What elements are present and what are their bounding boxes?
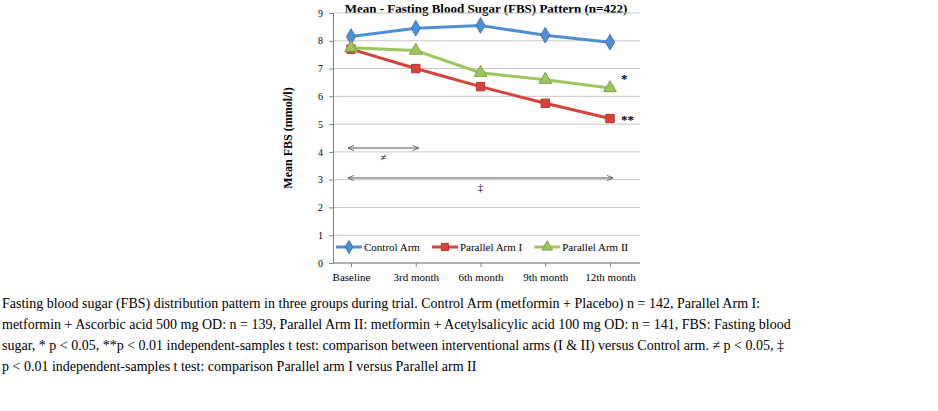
legend-label: Parallel Arm I (460, 241, 523, 253)
data-point (476, 82, 484, 90)
x-tick-mark (416, 263, 417, 267)
x-tick-label: 3rd month (393, 271, 439, 283)
y-axis-line (329, 14, 334, 264)
legend-label: Control Arm (364, 241, 420, 253)
grid-line (333, 263, 640, 264)
legend-marker (542, 241, 553, 250)
x-tick-label: 9th month (523, 271, 568, 283)
legend-item: Parallel Arm II (534, 241, 628, 253)
annotations: *Parallel Arm II**Parallel Arm I≠Baselin… (348, 71, 634, 193)
y-tick-label: 0 (318, 258, 323, 269)
y-tick-mark (329, 207, 333, 208)
data-point (604, 81, 617, 92)
data-point (539, 72, 552, 83)
data-point (541, 99, 549, 107)
x-tick-mark (545, 263, 546, 267)
y-tick-mark (329, 180, 333, 181)
y-tick-label: 5 (318, 119, 323, 130)
y-tick: 2 (318, 202, 333, 213)
plot-area (345, 18, 617, 123)
grid-line (333, 151, 640, 152)
chart: Mean - Fasting Blood Sugar (FBS) Pattern… (0, 0, 938, 292)
y-tick-mark (329, 124, 333, 125)
data-point (412, 64, 420, 72)
y-axis-title: Mean FBS (mmol/l) (281, 87, 295, 188)
data-point (345, 40, 358, 51)
caption-line: metformin + Ascorbic acid 500 mg OD: n =… (2, 314, 791, 335)
x-tick-label: 6th month (459, 271, 504, 283)
y-tick-label: 1 (318, 230, 323, 241)
caption-line: sugar, * p < 0.05, **p < 0.01 independen… (2, 335, 791, 356)
grid-line (333, 179, 640, 180)
x-tick: Baseline (333, 263, 371, 283)
y-tick-label: 7 (318, 63, 323, 74)
x-tick-label: Baseline (333, 271, 371, 283)
comparison-arrow (348, 178, 613, 179)
y-tick: 4 (318, 147, 333, 158)
data-point (606, 34, 615, 50)
grid-line (333, 124, 640, 125)
comparison-mark: ≠ (380, 151, 386, 163)
caption-line: Fasting blood sugar (FBS) distribution p… (2, 293, 791, 314)
y-tick-label: 6 (318, 91, 323, 102)
y-tick-label: 3 (318, 174, 323, 185)
y-tick: 3 (318, 174, 333, 185)
y-tick-mark (329, 263, 333, 264)
y-tick-label: 4 (318, 147, 323, 158)
y-tick-label: 8 (318, 35, 323, 46)
data-point (474, 65, 487, 76)
grid-line (333, 68, 640, 69)
x-tick: 12th month (585, 263, 636, 283)
grid-line (333, 96, 640, 97)
y-tick-mark (329, 13, 333, 14)
y-tick-mark (329, 69, 333, 70)
y-tick-mark (329, 41, 333, 42)
significance-mark: ** (621, 112, 634, 127)
grid-line (333, 13, 640, 14)
data-point (606, 114, 614, 122)
caption: Fasting blood sugar (FBS) distribution p… (2, 293, 791, 377)
y-tick: 8 (318, 35, 333, 46)
x-axis-line (333, 263, 640, 264)
x-tick: 6th month (459, 263, 504, 283)
y-tick: 1 (318, 230, 333, 241)
chart-title: Mean - Fasting Blood Sugar (FBS) Pattern… (345, 1, 628, 16)
data-point (541, 27, 550, 43)
legend-marker (345, 240, 353, 253)
x-tick-mark (481, 263, 482, 267)
x-tick-mark (610, 263, 611, 267)
comparison-mark: ‡ (478, 181, 484, 193)
y-tick-label: 2 (318, 202, 323, 213)
legend-marker (441, 243, 448, 250)
caption-line: p < 0.01 independent-samples t test: com… (2, 356, 791, 377)
comparison-arrow (348, 148, 419, 149)
y-tick-mark (329, 96, 333, 97)
y-tick: 9 (318, 8, 333, 19)
legend-label: Parallel Arm II (562, 241, 628, 253)
y-tick: 7 (318, 63, 333, 74)
grid-line (333, 207, 640, 208)
data-point (409, 43, 422, 54)
y-tick: 6 (318, 91, 333, 102)
x-axis: Baseline 3rd month 6th month 9th month 12th … (333, 263, 640, 283)
y-tick-mark (329, 152, 333, 153)
x-tick: 3rd month (393, 263, 439, 283)
legend-item: Control Arm (336, 240, 420, 253)
legend: Control Arm Parallel Arm I Parallel Arm II (336, 240, 629, 253)
data-point (411, 20, 420, 36)
significance-mark: * (621, 71, 628, 86)
legend-item: Parallel Arm I (432, 241, 523, 253)
grid-line (333, 235, 640, 236)
y-tick: 0 (318, 258, 333, 269)
x-tick: 9th month (523, 263, 568, 283)
data-point (476, 18, 485, 34)
y-tick-mark (329, 235, 333, 236)
y-axis: 0 1 2 3 4 5 6 7 8 9 (318, 8, 334, 269)
series-line (351, 48, 610, 88)
y-tick: 5 (318, 119, 333, 130)
y-tick-label: 9 (318, 8, 323, 19)
x-tick-label: 12th month (585, 271, 636, 283)
grid (333, 13, 640, 263)
x-tick-mark (351, 263, 352, 267)
